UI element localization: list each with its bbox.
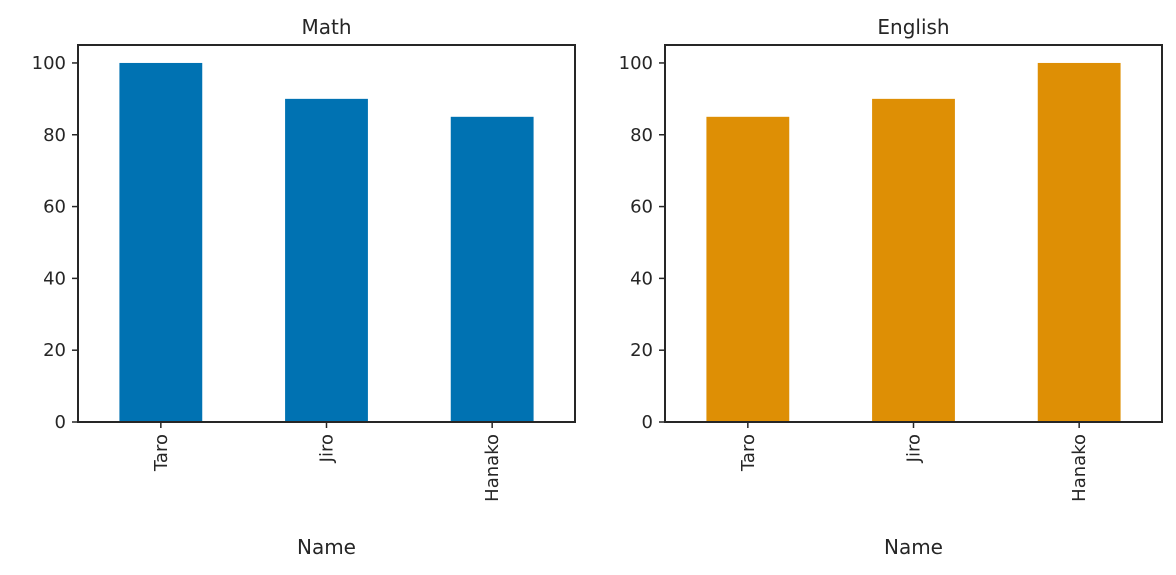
y-tick-label-1-5: 100 <box>619 53 653 74</box>
bar-jiro-1 <box>872 98 955 422</box>
x-tick-label-1-1: Jiro <box>904 434 925 463</box>
y-tick-label-0-4: 80 <box>43 125 66 146</box>
y-tick-label-0-5: 100 <box>32 53 66 74</box>
y-tick-label-0-2: 40 <box>43 268 66 289</box>
y-tick-label-0-3: 60 <box>43 197 66 218</box>
y-tick-label-1-4: 80 <box>630 125 653 146</box>
y-tick-label-1-2: 40 <box>630 268 653 289</box>
y-tick-label-1-0: 0 <box>642 412 653 433</box>
y-tick-label-0-0: 0 <box>55 412 66 433</box>
y-tick-label-0-1: 20 <box>43 340 66 361</box>
bar-hanako-1 <box>1037 62 1121 422</box>
chart-title-1: English <box>877 15 949 39</box>
chart-title-0: Math <box>301 15 351 39</box>
bar-taro-0 <box>119 62 203 422</box>
bar-jiro-0 <box>285 98 368 422</box>
y-tick-label-1-3: 60 <box>630 197 653 218</box>
x-axis-label-1: Name <box>884 535 943 559</box>
x-tick-label-1-2: Hanako <box>1069 434 1090 502</box>
bar-hanako-0 <box>450 116 534 423</box>
y-tick-label-1-1: 20 <box>630 340 653 361</box>
x-tick-label-0-0: Taro <box>151 434 172 472</box>
x-tick-label-0-2: Hanako <box>482 434 503 502</box>
bar-taro-1 <box>706 116 790 423</box>
x-axis-label-0: Name <box>297 535 356 559</box>
x-tick-label-1-0: Taro <box>738 434 759 472</box>
x-tick-label-0-1: Jiro <box>317 434 338 463</box>
